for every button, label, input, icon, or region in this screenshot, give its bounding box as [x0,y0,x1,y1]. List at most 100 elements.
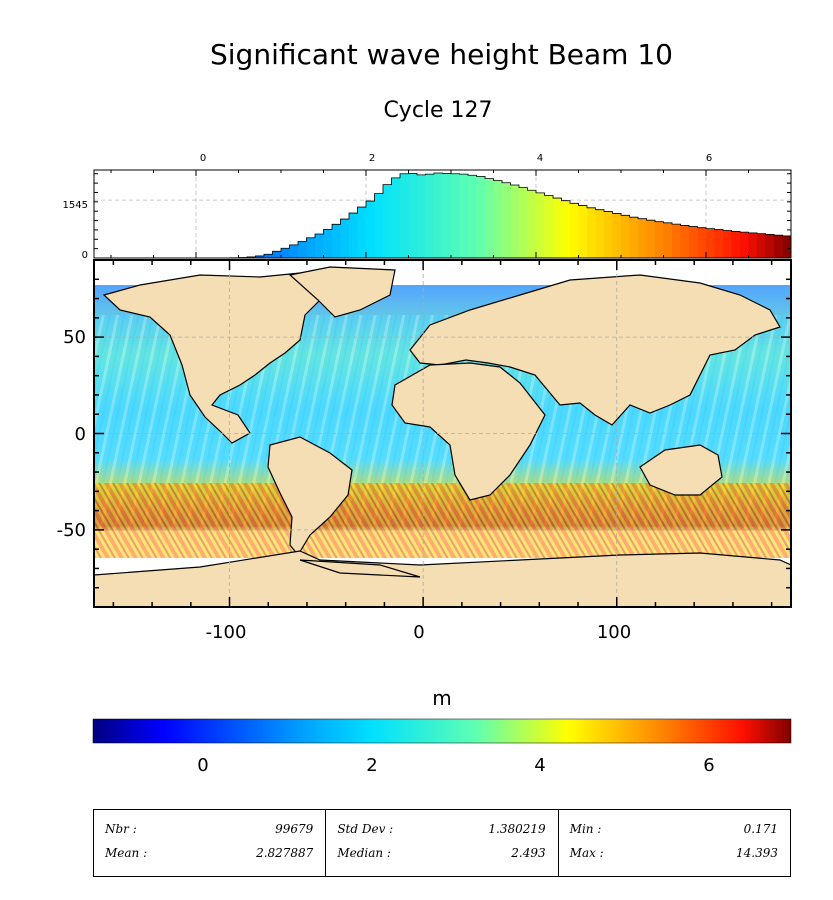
histogram-bar [663,222,673,258]
histogram-bar [748,232,758,258]
histogram-bar [680,225,690,258]
max-value: 14.393 [735,846,778,860]
histogram-bar [629,217,639,258]
australia [639,444,723,496]
hist-xtick-label: 6 [706,153,712,164]
histogram-bar [706,228,715,258]
histogram-bar [587,207,596,258]
min-value: 0.171 [743,822,778,836]
histogram-bar [638,218,647,258]
world-map-chart: -100 0 100 50 0 -50 [57,259,792,643]
africa [391,362,546,501]
histogram-bar [723,230,732,258]
histogram-bar [408,173,418,258]
map-xtick-label: 0 [413,622,424,643]
histogram-bar [646,220,656,258]
histogram-outline [221,172,791,258]
histogram-bar [553,198,562,258]
histogram-bar [391,177,401,258]
histogram-bar [366,201,375,258]
histogram-bar [561,200,571,258]
histogram-bar [714,229,724,258]
histogram-bar [595,209,605,258]
histogram-bar [264,254,273,258]
nbr-value: 99679 [275,822,314,836]
colorbar-tick-label: 0 [197,755,208,776]
map-ytick-label: 50 [63,327,86,348]
histogram-bar [434,172,443,258]
histogram-bar [485,178,494,258]
histogram-bar [349,213,358,258]
histogram-bar [621,215,630,258]
histogram-bar [332,224,341,258]
stats-column-count: Nbr : 99679 Mean : 2.827887 [94,810,327,876]
colorbar-tick-label: 6 [703,755,714,776]
histogram-bar [417,174,426,258]
histogram-bar [340,219,350,258]
histogram-chart: 0 2 4 6 0 1545 [63,153,792,261]
histogram-bar [255,255,265,258]
histogram-bar [519,187,528,258]
histogram-bar [315,234,324,258]
colorbar-unit-label: m [432,686,452,710]
histogram-bar [468,175,477,258]
histogram-bar [374,193,384,258]
map-xtick-label: -100 [206,622,247,643]
histogram-bar [323,229,333,258]
histogram-bar [400,173,409,258]
histogram-bar [604,211,613,258]
chart-subtitle: Cycle 127 [383,98,493,123]
greenland [288,266,396,318]
histogram-bar [697,227,707,258]
histogram-bar [442,173,452,258]
histogram-bar [765,234,775,258]
colorbar: 0 2 4 6 [92,718,792,776]
histogram-bar [451,173,460,258]
histogram-bar [757,233,766,258]
colorbar-tick-label: 4 [534,755,545,776]
histogram-bar [527,190,537,258]
south-america [267,436,353,557]
stats-column-spread: Std Dev : 1.380219 Median : 2.493 [326,810,559,876]
stats-column-range: Min : 0.171 Max : 14.393 [559,810,790,876]
hist-xtick-label: 0 [200,153,206,164]
histogram-bar [672,224,681,258]
histogram-bar [383,184,392,258]
histogram-bar [689,226,698,258]
histogram-bar [476,176,486,258]
histogram-bar [782,235,791,258]
map-ytick-label: -50 [57,520,86,541]
histogram-bar [731,231,741,258]
colorbar-tick-label: 2 [366,755,377,776]
hist-ytick-label: 1545 [63,200,88,211]
histogram-bar [510,184,520,258]
mean-value: 2.827887 [256,846,314,860]
nbr-label: Nbr : [105,822,137,836]
histogram-bar [774,235,783,258]
max-label: Max : [569,846,604,860]
hist-xtick-label: 4 [537,153,543,164]
histogram-bar [247,256,256,258]
median-value: 2.493 [511,846,546,860]
histogram-bar [536,192,545,258]
histogram-bar [281,248,290,258]
histogram-bar [459,174,469,258]
histogram-bar [655,221,664,258]
histogram-bar [578,205,588,258]
antarctica-shelf [299,559,421,578]
histogram-bar [570,203,579,258]
histogram-bar [544,195,554,258]
histogram-bar [272,251,282,258]
chart-title: Significant wave height Beam 10 [210,38,673,71]
histogram-bar [306,237,316,258]
map-gridlines [94,260,791,607]
colorbar-gradient [92,718,792,744]
histogram-bar [425,174,435,258]
histogram-bar [298,241,307,258]
min-label: Min : [569,822,602,836]
histogram-bar [493,180,503,258]
histogram-bar [357,207,367,258]
histogram-bars [221,172,791,258]
mean-label: Mean : [105,846,148,860]
histogram-bar [289,244,299,258]
